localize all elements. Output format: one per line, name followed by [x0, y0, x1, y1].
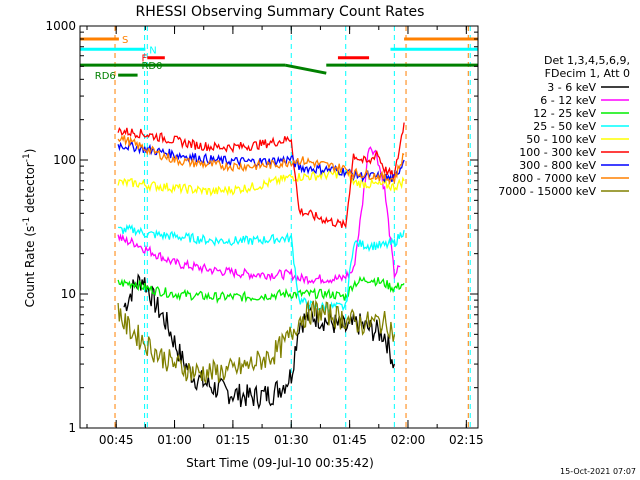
legend-label: 7000 - 15000 keV	[498, 185, 596, 198]
legend-label: 300 - 800 keV	[519, 159, 596, 172]
legend-label: 12 - 25 keV	[533, 107, 596, 120]
legend-label: 3 - 6 keV	[547, 81, 596, 94]
legend-label: 6 - 12 keV	[540, 94, 596, 107]
series-6-12-kev	[117, 146, 401, 286]
legend-label: 50 - 100 keV	[526, 133, 596, 146]
state-label-n: N	[149, 45, 156, 56]
chart-title: RHESSI Observing Summary Count Rates	[136, 4, 425, 20]
series-12-25-kev	[117, 275, 405, 305]
y-axis-label: Count Rate (s-1 detector-1)	[22, 149, 37, 308]
y-tick-label: 10	[61, 287, 76, 301]
legend: Det 1,3,4,5,6,9, FDecim 1, Att 0 3 - 6 k…	[498, 54, 630, 198]
legend-label: 100 - 300 keV	[519, 146, 596, 159]
x-tick-label: 01:45	[332, 433, 367, 447]
x-tick-label: 00:45	[99, 433, 134, 447]
state-label-rd0: RD0	[141, 61, 162, 72]
state-label-rd6: RD6	[95, 71, 116, 82]
series-300-800-kev	[117, 140, 405, 183]
x-tick-label: 02:15	[449, 433, 484, 447]
footer-date: 15-Oct-2021 07:07	[560, 467, 636, 476]
count-rate-series	[117, 122, 405, 410]
series-100-300-kev	[117, 122, 405, 229]
y-tick-label: 1000	[45, 19, 76, 33]
state-label-f: F	[141, 54, 147, 65]
series-7000-15000-kev	[117, 299, 396, 384]
y-tick-label: 100	[53, 153, 76, 167]
plot-frame	[79, 25, 479, 429]
series-50-100-kev	[117, 167, 405, 197]
legend-label: 800 - 7000 keV	[512, 172, 596, 185]
state-bar-rd0-1	[285, 63, 327, 75]
x-tick-label: 02:00	[391, 433, 426, 447]
legend-header-1: Det 1,3,4,5,6,9,	[544, 54, 630, 67]
x-tick-label: 01:00	[157, 433, 192, 447]
legend-header-2: FDecim 1, Att 0	[545, 67, 630, 80]
legend-label: 25 - 50 keV	[533, 120, 596, 133]
state-label-s: S	[122, 35, 128, 46]
x-tick-label: 01:15	[216, 433, 251, 447]
instrument-state-lines	[114, 26, 471, 428]
series-25-50-kev	[117, 223, 405, 313]
series-800-7000-kev	[117, 135, 405, 186]
y-tick-label: 1	[68, 421, 76, 435]
x-axis-label: Start Time (09-Jul-10 00:35:42)	[186, 456, 374, 470]
x-tick-label: 01:30	[274, 433, 309, 447]
axes: 00:45 01:00 01:15 01:30 01:45 02:00 02:15 1 10 10…	[45, 19, 483, 447]
